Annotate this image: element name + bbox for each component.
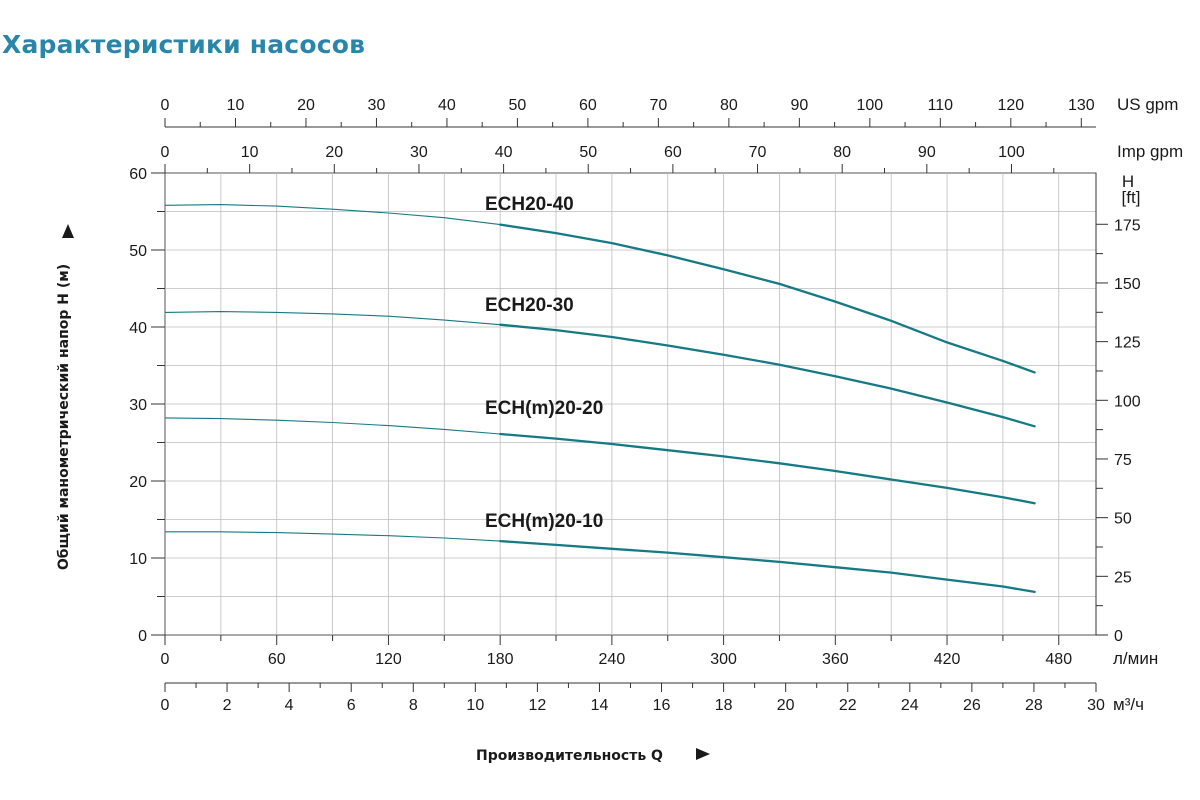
x-lpm-tick-label: 300	[710, 651, 737, 668]
y-tick-label: 50	[129, 243, 147, 260]
x-usgpm-tick-label: 30	[368, 97, 386, 114]
x-usgpm-tick-label: 80	[720, 97, 738, 114]
series-line-3	[499, 539, 1036, 594]
x-impgpm-tick-label: 30	[410, 144, 428, 161]
x-lpm-tick-label: 60	[268, 651, 286, 668]
x-m3h-tick-label: 24	[901, 697, 919, 714]
x-usgpm-tick-label: 130	[1068, 97, 1095, 114]
x-m3h-tick-label: 14	[591, 697, 609, 714]
x-usgpm-tick-label: 90	[790, 97, 808, 114]
x-usgpm-tick-label: 10	[227, 97, 245, 114]
y-tick-label: 30	[129, 397, 147, 414]
series-line-2	[499, 432, 1036, 505]
x-axis-title: Производительность Q	[476, 748, 663, 764]
x-impgpm-tick-label: 100	[998, 144, 1025, 161]
right-tick-label: 175	[1114, 217, 1141, 234]
x-m3h-tick-label: 30	[1087, 697, 1105, 714]
x-usgpm-tick-label: 20	[297, 97, 315, 114]
x-m3h-tick-label: 20	[777, 697, 795, 714]
page-title: Характеристики насосов	[2, 30, 366, 59]
y-tick-label: 40	[129, 320, 147, 337]
x-impgpm-tick-label: 90	[918, 144, 936, 161]
right-axis-unit-ft: [ft]	[1122, 188, 1141, 207]
x-m3h-tick-label: 22	[839, 697, 857, 714]
series-label-3: ECH(m)20-10	[485, 511, 603, 532]
right-tick-label: 100	[1114, 393, 1141, 410]
x-impgpm-tick-label: 60	[664, 144, 682, 161]
x-m3h-tick-label: 2	[223, 697, 232, 714]
x-usgpm-tick-label: 70	[649, 97, 667, 114]
x-usgpm-unit: US gpm	[1117, 95, 1178, 114]
y-tick-label: 10	[129, 551, 147, 568]
right-tick-label: 50	[1114, 511, 1132, 528]
x-m3h-tick-label: 26	[963, 697, 981, 714]
x-axis-arrow-icon	[696, 748, 710, 760]
x-lpm-tick-label: 120	[375, 651, 402, 668]
y-axis-title: Общий манометрический напор H (м)	[56, 264, 72, 570]
series-label-1: ECH20-30	[485, 295, 574, 316]
x-lpm-tick-label: 0	[161, 651, 170, 668]
series-line-thin-1	[164, 311, 501, 326]
x-impgpm-unit: Imp gpm	[1117, 142, 1183, 161]
x-m3h-tick-label: 10	[466, 697, 484, 714]
x-usgpm-tick-label: 120	[997, 97, 1024, 114]
x-impgpm-tick-label: 80	[833, 144, 851, 161]
x-lpm-unit: л/мин	[1113, 649, 1158, 668]
x-m3h-tick-label: 18	[715, 697, 733, 714]
x-usgpm-tick-label: 0	[161, 97, 170, 114]
y-tick-label: 60	[129, 166, 147, 183]
labels: ECH20-40 ECH20-30 ECH(m)20-20 ECH(m)20-10 Об…	[56, 194, 710, 764]
series-line-thin-3	[165, 531, 501, 542]
series-line-thin-2	[164, 417, 501, 435]
x-impgpm-tick-label: 0	[161, 144, 170, 161]
right-tick-label: 125	[1114, 335, 1141, 352]
x-m3h-tick-label: 0	[161, 697, 170, 714]
x-m3h-tick-label: 28	[1025, 697, 1043, 714]
x-m3h-tick-label: 4	[285, 697, 294, 714]
x-m3h-tick-label: 12	[529, 697, 547, 714]
series-line-thin-0	[164, 204, 501, 226]
series-label-0: ECH20-40	[485, 194, 574, 215]
grid	[164, 172, 1097, 636]
x-usgpm-tick-label: 110	[928, 97, 954, 114]
x-lpm-tick-label: 240	[599, 651, 626, 668]
right-axis-unit-h: H	[1122, 172, 1134, 191]
y-axis-arrow-icon	[62, 224, 74, 238]
x-m3h-tick-label: 8	[409, 697, 418, 714]
x-m3h-tick-label: 16	[653, 697, 671, 714]
series-line-1	[499, 323, 1036, 428]
x-usgpm-tick-label: 50	[509, 97, 527, 114]
x-impgpm-tick-label: 10	[241, 144, 259, 161]
x-usgpm-tick-label: 60	[579, 97, 597, 114]
x-usgpm-tick-label: 40	[438, 97, 456, 114]
x-impgpm-tick-label: 70	[749, 144, 767, 161]
x-m3h-tick-label: 6	[347, 697, 356, 714]
right-tick-label: 75	[1114, 452, 1132, 469]
x-impgpm-tick-label: 20	[325, 144, 343, 161]
right-tick-label: 150	[1114, 276, 1141, 293]
series	[164, 204, 1036, 594]
x-lpm-tick-label: 180	[487, 651, 514, 668]
y-tick-label: 20	[129, 474, 147, 491]
x-lpm-tick-label: 480	[1045, 651, 1072, 668]
right-tick-label: 0	[1114, 628, 1123, 645]
x-usgpm-tick-label: 100	[856, 97, 883, 114]
x-impgpm-tick-label: 40	[495, 144, 513, 161]
y-tick-label: 0	[138, 628, 147, 645]
x-lpm-tick-label: 360	[822, 651, 849, 668]
right-tick-label: 25	[1114, 569, 1132, 586]
series-label-2: ECH(m)20-20	[485, 398, 603, 419]
x-lpm-tick-label: 420	[934, 651, 961, 668]
x-impgpm-tick-label: 50	[579, 144, 597, 161]
x-m3h-unit: м³/ч	[1113, 695, 1144, 714]
series-line-0	[499, 223, 1036, 374]
